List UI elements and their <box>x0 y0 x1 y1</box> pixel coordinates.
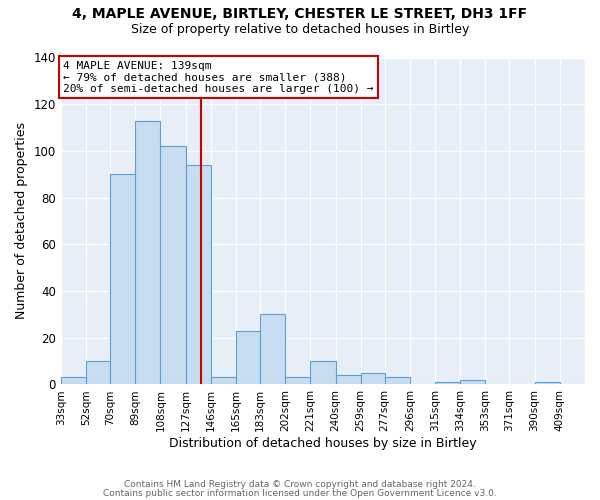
Text: Contains public sector information licensed under the Open Government Licence v3: Contains public sector information licen… <box>103 488 497 498</box>
Bar <box>435 382 460 384</box>
Bar <box>61 378 86 384</box>
Bar <box>86 361 110 384</box>
Text: Contains HM Land Registry data © Crown copyright and database right 2024.: Contains HM Land Registry data © Crown c… <box>124 480 476 489</box>
Bar <box>385 378 410 384</box>
Text: 4 MAPLE AVENUE: 139sqm
← 79% of detached houses are smaller (388)
20% of semi-de: 4 MAPLE AVENUE: 139sqm ← 79% of detached… <box>64 61 374 94</box>
Bar <box>260 314 285 384</box>
Y-axis label: Number of detached properties: Number of detached properties <box>15 122 28 320</box>
Bar <box>110 174 135 384</box>
Bar <box>460 380 485 384</box>
Bar <box>310 361 335 384</box>
Text: Size of property relative to detached houses in Birtley: Size of property relative to detached ho… <box>131 22 469 36</box>
Bar <box>160 146 185 384</box>
X-axis label: Distribution of detached houses by size in Birtley: Distribution of detached houses by size … <box>169 437 477 450</box>
Bar <box>211 378 236 384</box>
Bar <box>185 165 211 384</box>
Bar <box>236 330 260 384</box>
Bar <box>335 375 361 384</box>
Bar <box>535 382 560 384</box>
Bar <box>361 373 385 384</box>
Bar <box>135 120 160 384</box>
Bar <box>285 378 310 384</box>
Text: 4, MAPLE AVENUE, BIRTLEY, CHESTER LE STREET, DH3 1FF: 4, MAPLE AVENUE, BIRTLEY, CHESTER LE STR… <box>73 8 527 22</box>
